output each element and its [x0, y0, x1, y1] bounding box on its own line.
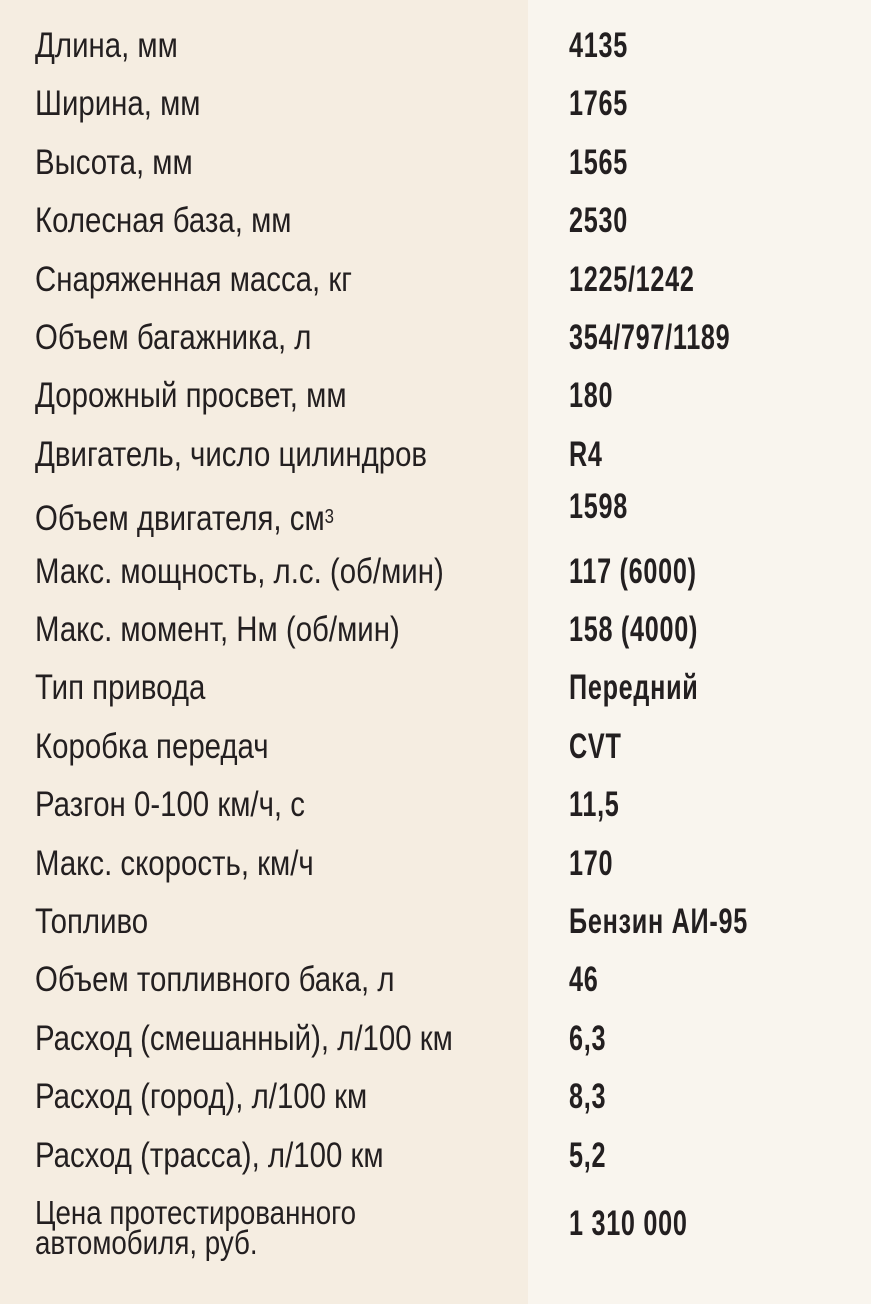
spec-row: Ширина, мм 1765: [0, 76, 871, 134]
spec-value: 1225/1242: [569, 259, 695, 299]
spec-label-text: Макс. момент, Нм (об/мин): [35, 610, 400, 649]
spec-row: Длина, мм 4135: [0, 18, 871, 76]
spec-value: 158 (4000): [569, 610, 699, 649]
spec-row: Макс. момент, Нм (об/мин) 158 (4000): [0, 602, 871, 660]
spec-label: Объем двигателя, см3: [35, 499, 334, 539]
spec-label-line: автомобиля, руб.: [35, 1224, 258, 1261]
spec-label: Объем топливного бака, л: [35, 960, 394, 1000]
spec-label: Дорожный просвет, мм: [35, 376, 347, 416]
spec-label: Высота, мм: [35, 143, 193, 183]
spec-value: 6,3: [569, 1018, 607, 1058]
spec-label: Макс. мощность, л.с. (об/мин): [35, 552, 444, 592]
spec-value: 117 (6000): [569, 551, 697, 591]
spec-label-line: Цена протестированного: [35, 1194, 357, 1231]
spec-value: 5,2: [569, 1135, 607, 1175]
spec-row: Высота, мм 1565: [0, 135, 871, 193]
spec-value: R4: [569, 434, 603, 474]
spec-row: Тип привода Передний: [0, 660, 871, 718]
spec-label: Ширина, мм: [35, 84, 200, 124]
spec-row: Снаряженная масса, кг 1225/1242: [0, 252, 871, 310]
spec-row: Дорожный просвет, мм 180: [0, 368, 871, 426]
spec-label-text: Коробка передач: [35, 726, 269, 766]
spec-value: 8,3: [569, 1077, 607, 1117]
spec-value: 4135: [569, 26, 628, 65]
spec-label-text: Длина, мм: [35, 26, 178, 65]
spec-label-text: Высота, мм: [35, 142, 193, 182]
spec-value: 1765: [569, 84, 628, 124]
spec-label-text: Объем топливного бака, л: [35, 960, 395, 1000]
spec-row-price: Цена протестированного автомобиля, руб. …: [0, 1194, 871, 1268]
spec-value: Передний: [569, 668, 699, 708]
spec-row: Объем двигателя, см3 1598: [0, 485, 871, 543]
superscript: 3: [324, 506, 335, 529]
spec-row: Объем багажника, л 354/797/1189: [0, 310, 871, 368]
spec-label: Расход (трасса), л/100 км: [35, 1136, 384, 1176]
spec-label-text: Макс. скорость, км/ч: [35, 843, 314, 883]
spec-row: Макс. скорость, км/ч 170: [0, 836, 871, 894]
spec-value: 170: [569, 843, 614, 883]
spec-label-text: Расход (город), л/100 км: [35, 1077, 368, 1117]
spec-value: 11,5: [569, 785, 620, 825]
spec-label: Разгон 0-100 км/ч, с: [35, 785, 305, 825]
spec-label: Длина, мм: [35, 26, 178, 66]
spec-row: Расход (город), л/100 км 8,3: [0, 1069, 871, 1127]
spec-label-text: Топливо: [35, 902, 149, 941]
spec-label-text: Колесная база, мм: [35, 201, 292, 241]
spec-label-text: Объем двигателя, см: [35, 499, 325, 539]
spec-value: 1598: [569, 487, 628, 527]
spec-value: 180: [569, 376, 614, 416]
spec-label-text: Дорожный просвет, мм: [35, 376, 347, 416]
spec-label-text: Разгон 0-100 км/ч, с: [35, 785, 305, 825]
spec-row: Двигатель, число цилиндров R4: [0, 427, 871, 485]
spec-value: CVT: [569, 726, 622, 766]
values-column-background: [528, 0, 871, 1304]
spec-row: Макс. мощность, л.с. (об/мин) 117 (6000): [0, 544, 871, 602]
spec-label-text: Двигатель, число цилиндров: [35, 434, 428, 474]
spec-row: Топливо Бензин АИ-95: [0, 894, 871, 952]
spec-label-text: Ширина, мм: [35, 84, 201, 124]
spec-row: Разгон 0-100 км/ч, с 11,5: [0, 777, 871, 835]
spec-value: 1 310 000: [569, 1204, 688, 1243]
spec-row: Колесная база, мм 2530: [0, 193, 871, 251]
spec-label-text: Объем багажника, л: [35, 318, 312, 357]
spec-value: 1565: [569, 142, 628, 182]
spec-value: 354/797/1189: [569, 318, 731, 357]
spec-row: Расход (смешанный), л/100 км 6,3: [0, 1011, 871, 1069]
spec-row: Расход (трасса), л/100 км 5,2: [0, 1128, 871, 1186]
spec-label-text: Расход (смешанный), л/100 км: [35, 1018, 453, 1058]
spec-label: Колесная база, мм: [35, 201, 292, 241]
spec-label: Расход (город), л/100 км: [35, 1077, 367, 1117]
spec-label-text: Снаряженная масса, кг: [35, 259, 352, 299]
spec-label: Тип привода: [35, 668, 205, 708]
spec-label: Коробка передач: [35, 727, 269, 767]
spec-label: Макс. момент, Нм (об/мин): [35, 610, 400, 650]
spec-label: Объем багажника, л: [35, 318, 311, 358]
spec-label-text: Макс. мощность, л.с. (об/мин): [35, 551, 444, 591]
spec-label: Двигатель, число цилиндров: [35, 435, 427, 475]
spec-label: Топливо: [35, 902, 148, 942]
spec-label: Цена протестированного автомобиля, руб.: [35, 1194, 357, 1261]
spec-label: Снаряженная масса, кг: [35, 260, 352, 300]
spec-label: Макс. скорость, км/ч: [35, 844, 314, 884]
spec-label-text: Расход (трасса), л/100 км: [35, 1135, 384, 1175]
spec-value: Бензин АИ-95: [569, 902, 748, 941]
spec-label-text: Тип привода: [35, 668, 206, 708]
spec-value: 46: [569, 960, 599, 1000]
spec-label: Расход (смешанный), л/100 км: [35, 1019, 453, 1059]
spec-row: Коробка передач CVT: [0, 719, 871, 777]
spec-row: Объем топливного бака, л 46: [0, 952, 871, 1010]
spec-value: 2530: [569, 201, 628, 241]
